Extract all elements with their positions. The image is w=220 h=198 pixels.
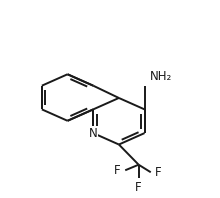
Text: F: F (135, 181, 142, 194)
Text: NH₂: NH₂ (150, 69, 172, 83)
Text: F: F (155, 166, 162, 179)
Text: N: N (89, 127, 98, 140)
Text: F: F (114, 164, 121, 177)
